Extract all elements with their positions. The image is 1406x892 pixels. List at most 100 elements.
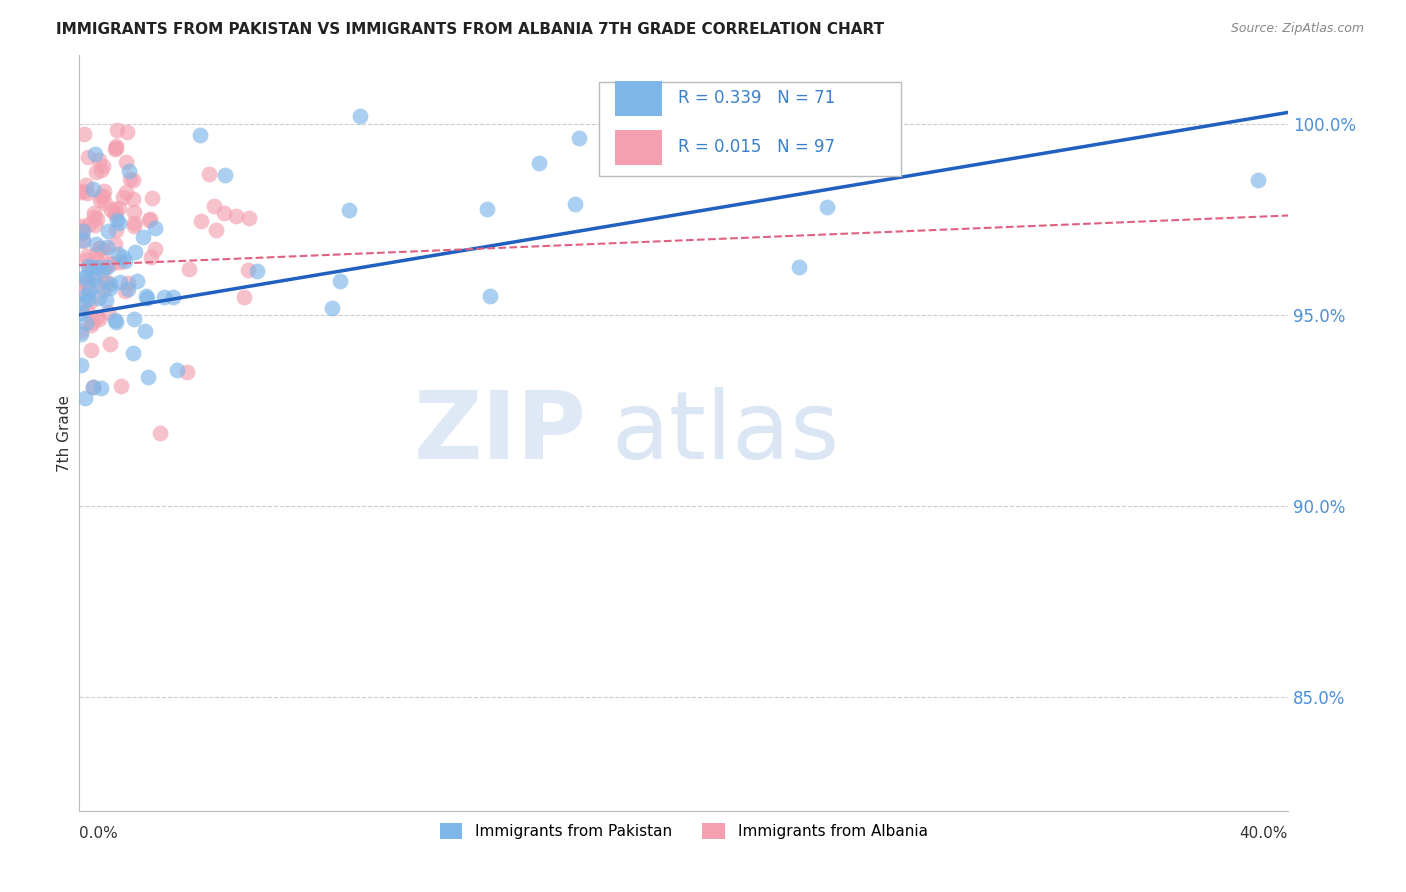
Point (529, 156, 551, 170)
Point (762, 159, 785, 173)
Point (93, 184, 115, 198)
Point (76, 274, 98, 288)
Point (96, 260, 118, 275)
Point (177, 261, 200, 276)
Point (1247, 173, 1270, 187)
Point (115, 155, 138, 169)
Point (75, 316, 97, 330)
Point (69, 185, 91, 199)
Point (135, 289, 157, 303)
Point (82, 380, 104, 394)
Point (94, 277, 117, 291)
Point (104, 142, 127, 156)
Point (80, 318, 103, 332)
Point (349, 109, 371, 123)
Point (80, 315, 103, 329)
Point (83, 206, 105, 220)
Point (84, 269, 107, 284)
Point (70, 226, 93, 240)
Point (79, 343, 101, 357)
Point (83, 146, 105, 161)
Point (82, 380, 104, 394)
Point (87, 153, 110, 168)
Point (138, 212, 160, 227)
Point (89, 193, 111, 207)
Point (110, 275, 132, 289)
Point (91, 283, 114, 297)
Point (82, 182, 104, 196)
Point (87, 241, 110, 255)
Point (75, 276, 97, 290)
Point (96, 293, 118, 307)
Point (478, 289, 501, 303)
Point (100, 202, 122, 217)
Point (84, 165, 107, 179)
Point (86, 277, 108, 292)
Point (76, 186, 98, 200)
Point (204, 223, 226, 237)
Point (190, 213, 212, 227)
Point (97, 224, 120, 238)
Point (176, 365, 198, 379)
FancyBboxPatch shape (614, 81, 662, 116)
Point (139, 211, 162, 226)
Point (75, 391, 97, 405)
Text: IMMIGRANTS FROM PAKISTAN VS IMMIGRANTS FROM ALBANIA 7TH GRADE CORRELATION CHART: IMMIGRANTS FROM PAKISTAN VS IMMIGRANTS F… (56, 22, 884, 37)
Point (69, 358, 91, 372)
Point (75, 288, 97, 302)
Point (477, 202, 499, 216)
Point (72, 234, 94, 248)
Point (108, 254, 131, 268)
Point (87, 260, 110, 275)
Point (73, 184, 96, 198)
Point (124, 311, 146, 326)
Point (91, 244, 114, 259)
Point (124, 205, 146, 219)
Point (118, 164, 141, 178)
Point (115, 125, 138, 139)
Point (90, 188, 112, 202)
Point (101, 256, 124, 270)
Point (114, 285, 136, 299)
Point (141, 250, 163, 264)
Text: 40.0%: 40.0% (1240, 826, 1288, 841)
Point (73, 270, 96, 285)
Point (166, 362, 188, 376)
Point (787, 260, 810, 274)
Point (120, 172, 142, 186)
Point (124, 219, 146, 234)
FancyBboxPatch shape (599, 81, 901, 176)
Point (104, 236, 127, 251)
Point (90, 241, 112, 255)
Point (79, 293, 101, 308)
Point (329, 274, 352, 288)
Point (107, 216, 129, 230)
Point (127, 273, 149, 287)
Point (112, 250, 135, 264)
Point (152, 291, 174, 305)
Point (104, 206, 127, 220)
Point (91, 189, 114, 203)
Point (98, 277, 121, 291)
Point (84, 247, 107, 261)
Point (87, 311, 110, 326)
Point (97, 256, 120, 270)
Point (104, 223, 127, 237)
Point (105, 315, 128, 329)
Point (73, 127, 96, 141)
Point (188, 128, 211, 143)
Point (238, 211, 260, 225)
Text: atlas: atlas (612, 387, 839, 479)
Point (121, 193, 143, 207)
Point (86, 252, 108, 267)
Point (225, 209, 247, 223)
Point (815, 200, 838, 214)
Point (82, 260, 104, 274)
Point (112, 190, 135, 204)
Text: Source: ZipAtlas.com: Source: ZipAtlas.com (1230, 22, 1364, 36)
Point (132, 230, 155, 244)
Point (69, 305, 91, 319)
Point (94, 260, 117, 274)
Point (69, 324, 91, 338)
Point (77, 281, 100, 295)
